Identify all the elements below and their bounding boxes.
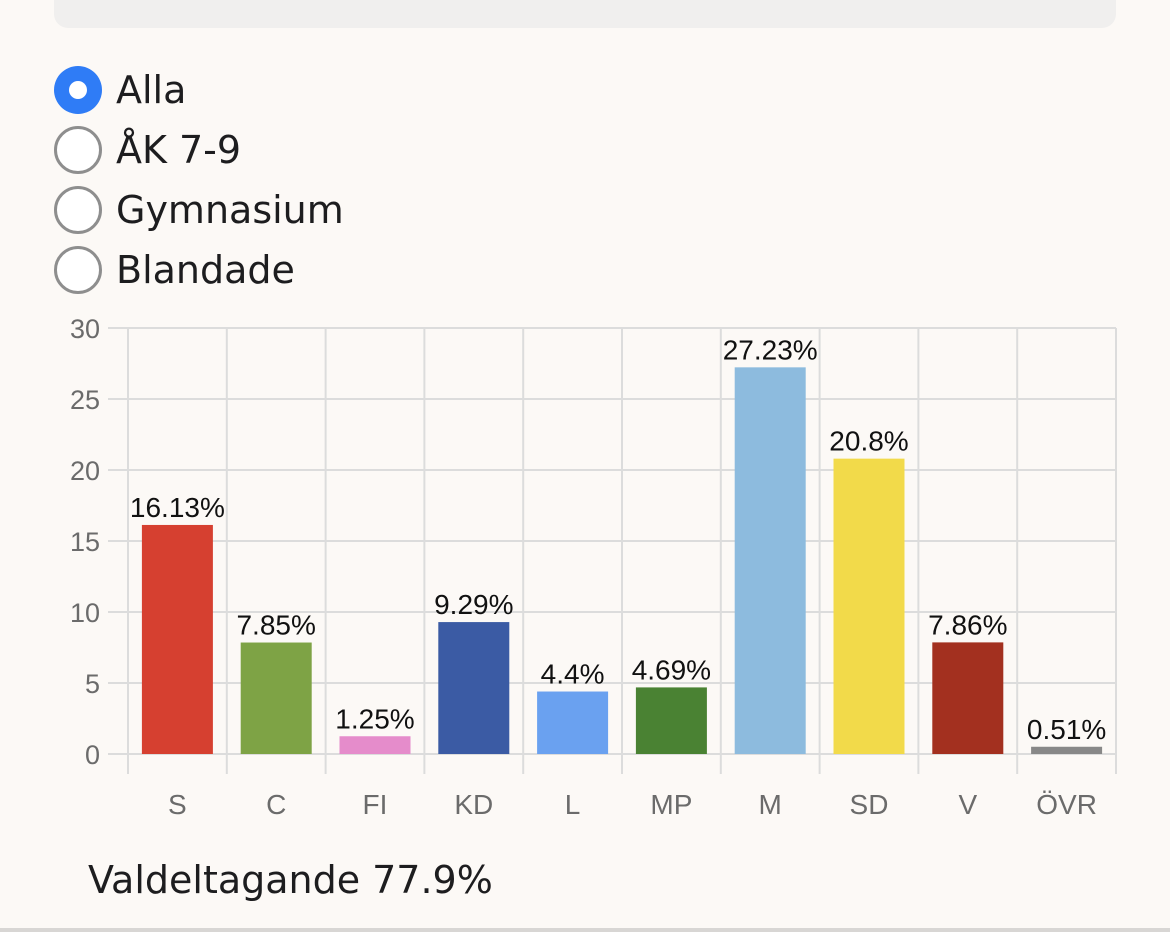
bottom-divider [0,928,1170,932]
data-label: 27.23% [723,334,818,365]
x-tick-label: KD [454,789,493,820]
y-tick-label: 20 [70,456,100,486]
bar-chart: 0 5 10 15 20 25 30 16.13% S 7.85% C 1.25% FI 9.29% KD 4… [70,314,1117,820]
data-label: 0.51% [1027,714,1106,745]
x-tick-label: ÖVR [1036,789,1097,820]
data-label: 7.85% [236,610,315,641]
bar-mp[interactable] [635,687,707,754]
data-label: 20.8% [829,426,908,457]
radio-label: Gymnasium [116,188,344,232]
bar-fi[interactable] [339,736,411,754]
y-tick-label: 15 [70,527,100,557]
radio-option-ak-7-9[interactable]: ÅK 7-9 [54,120,344,180]
bar-övr[interactable] [1031,746,1103,754]
x-tick-label: MP [650,789,692,820]
turnout-footer: Valdeltagande 77.9% [88,858,493,902]
x-tick-label: C [266,789,286,820]
x-tick-label: V [958,789,977,820]
data-label: 4.4% [541,659,605,690]
y-tick-label: 5 [85,669,100,699]
turnout-label: Valdeltagande [88,858,361,902]
radio-option-blandade[interactable]: Blandade [54,240,344,300]
x-tick-label: S [168,789,187,820]
x-tick-label: M [759,789,782,820]
y-tick-label: 30 [70,314,100,344]
radio-option-alla[interactable]: Alla [54,60,344,120]
data-label: 7.86% [928,609,1007,640]
radio-label: Blandade [116,248,295,292]
bar-sd[interactable] [833,458,905,754]
bar-v[interactable] [932,642,1004,754]
data-label: 16.13% [130,492,225,523]
radio-button[interactable] [54,246,102,294]
bar-s[interactable] [141,524,213,754]
filter-radio-group: Alla ÅK 7-9 Gymnasium Blandade [54,60,344,300]
y-tick-label: 25 [70,385,100,415]
data-label: 9.29% [434,589,513,620]
y-tick-label: 10 [70,598,100,628]
x-tick-label: FI [363,789,388,820]
data-label: 4.69% [632,654,711,685]
data-label: 1.25% [335,703,414,734]
x-tick-label: SD [850,789,889,820]
bar-m[interactable] [734,367,806,754]
bar-l[interactable] [537,691,609,754]
radio-button[interactable] [54,186,102,234]
radio-label: ÅK 7-9 [116,128,242,172]
bar-c[interactable] [240,642,312,754]
radio-label: Alla [116,68,187,112]
radio-option-gymnasium[interactable]: Gymnasium [54,180,344,240]
bar-kd[interactable] [438,622,510,754]
y-tick-label: 0 [85,740,100,770]
x-tick-label: L [565,789,581,820]
turnout-value: 77.9% [372,858,493,902]
radio-button[interactable] [54,126,102,174]
top-card [54,0,1116,28]
radio-button[interactable] [54,66,102,114]
